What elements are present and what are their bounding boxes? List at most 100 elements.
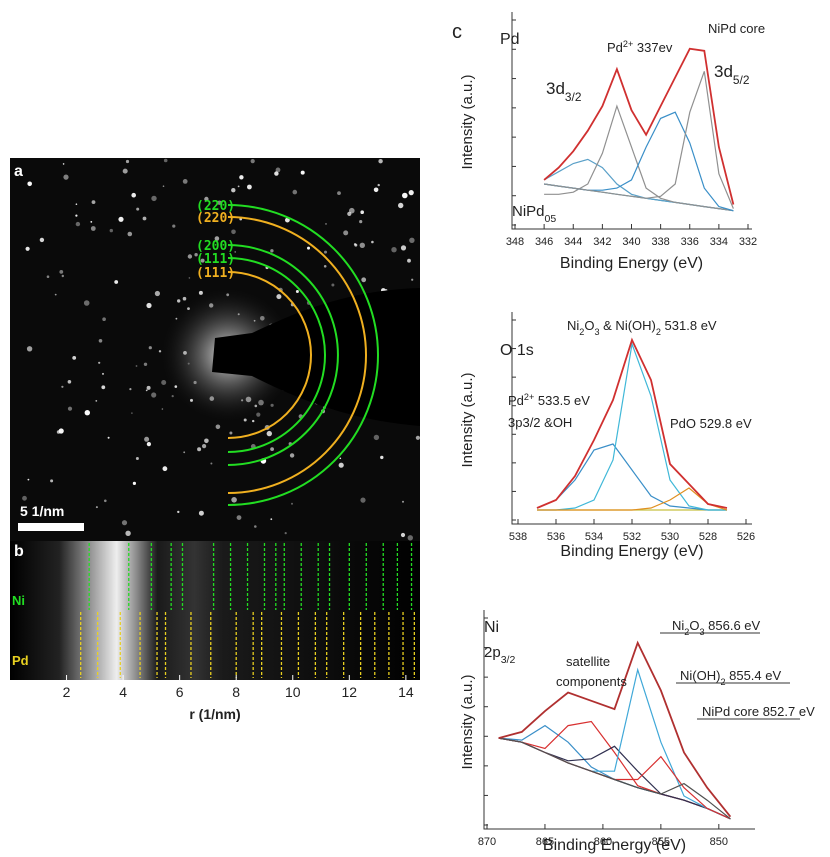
spot <box>338 462 344 468</box>
spot <box>407 535 413 541</box>
spot <box>162 466 168 472</box>
ring-label: (220) <box>196 199 235 214</box>
spot <box>146 302 152 309</box>
spot <box>270 447 274 451</box>
annotation-part: O <box>689 618 699 633</box>
annotation: Pd2+ 337ev <box>607 39 673 55</box>
annotation-part: 3d <box>546 79 565 98</box>
annotation: Ni2O3 & Ni(OH)2 531.8 eV <box>567 318 717 337</box>
spot <box>83 300 90 306</box>
spectrum-line <box>536 337 728 509</box>
spot <box>361 277 367 283</box>
x-tick-label: 865 <box>536 836 554 848</box>
annotation-part: 2 <box>656 327 661 337</box>
annotation-part: Ni <box>567 318 579 333</box>
spot <box>58 428 64 434</box>
spot <box>161 408 164 410</box>
spot <box>391 247 397 253</box>
spot <box>61 274 64 278</box>
spot <box>104 499 107 503</box>
spot <box>217 200 222 205</box>
spot <box>162 185 165 187</box>
x-tick-label: 850 <box>710 836 728 848</box>
annotation-part: 855.4 eV <box>726 668 782 683</box>
spot <box>292 189 298 195</box>
x-tick-label: 332 <box>739 236 757 248</box>
annotation-part: satellite <box>566 654 610 669</box>
spot <box>360 210 365 214</box>
spot <box>239 175 244 180</box>
spot <box>380 455 384 460</box>
spot <box>289 453 295 458</box>
spot <box>359 220 363 224</box>
spot <box>131 192 136 198</box>
spot <box>118 216 124 222</box>
annotation-part: components <box>556 674 627 689</box>
spot <box>231 497 237 503</box>
spot <box>146 442 151 447</box>
spot <box>146 385 151 390</box>
spot <box>398 202 404 209</box>
x-tick-label: 538 <box>509 531 527 543</box>
x-tick-label: 526 <box>737 531 755 543</box>
y-axis-label: Intensity (a.u.) <box>459 372 476 467</box>
spot <box>142 216 147 221</box>
spot <box>121 520 128 526</box>
x-tick-label: 342 <box>593 236 611 248</box>
spot <box>408 190 414 196</box>
spot <box>182 179 188 184</box>
spot <box>154 290 160 297</box>
spot <box>122 168 128 174</box>
spot <box>90 221 93 223</box>
spot <box>131 412 133 414</box>
x-tick-label: 14 <box>398 684 414 700</box>
annotation-part: 05 <box>545 213 557 225</box>
spot <box>323 265 327 268</box>
spot <box>163 158 168 163</box>
spot <box>109 228 114 233</box>
spot <box>27 478 30 481</box>
annotation-part: NiPd core <box>708 21 765 36</box>
spot <box>98 361 101 364</box>
spot <box>22 495 27 501</box>
beam-stop <box>212 288 420 426</box>
annotation: Pd2+ 533.5 eV <box>508 392 590 408</box>
annotation-part: 531.8 eV <box>661 318 717 333</box>
axis-frame <box>483 610 755 830</box>
x-tick-label: 4 <box>119 684 127 700</box>
spot <box>231 188 236 193</box>
spot <box>360 497 366 503</box>
annotation: Ni(OH)2 855.4 eV <box>680 668 781 687</box>
scale-bar-label: 5 1/nm <box>20 503 64 519</box>
ring-label: (220) <box>196 211 235 226</box>
spot <box>307 246 310 250</box>
panel-title: O 1s <box>500 342 534 359</box>
spot <box>62 163 65 165</box>
spot <box>407 258 411 263</box>
spot <box>270 249 274 253</box>
spot <box>188 277 191 279</box>
spot <box>295 290 299 293</box>
x-tick-label: 530 <box>661 531 679 543</box>
panel-label: a <box>14 163 23 180</box>
spot <box>61 385 64 388</box>
spot <box>266 430 272 437</box>
spot <box>415 435 420 440</box>
annotation-part: & Ni(OH) <box>600 318 656 333</box>
spot <box>373 434 380 441</box>
x-tick-label: 855 <box>652 836 670 848</box>
spot <box>339 457 342 460</box>
annotation: NiPd core <box>708 21 765 36</box>
x-tick-label: 532 <box>623 531 641 543</box>
spot <box>231 229 236 235</box>
spot <box>276 294 282 300</box>
ring-arc <box>227 216 367 494</box>
annotation: 3p3/2 &OH <box>508 415 572 430</box>
x-tick-label: 534 <box>585 531 603 543</box>
x-tick-label: 344 <box>564 236 582 248</box>
spot <box>46 275 50 279</box>
spectrum-line <box>498 737 731 820</box>
spot <box>284 532 287 535</box>
y-axis-label: Intensity (a.u.) <box>459 74 476 169</box>
annotation-part: 3d <box>714 62 733 81</box>
